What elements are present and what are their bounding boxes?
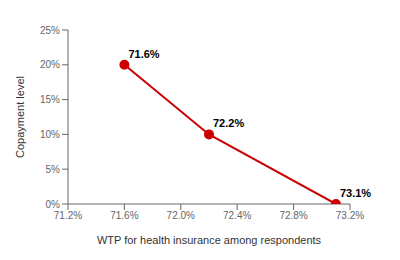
- svg-text:Copayment level: Copayment level: [14, 76, 26, 158]
- svg-text:73.1%: 73.1%: [340, 187, 371, 199]
- svg-text:72.8%: 72.8%: [279, 210, 307, 221]
- svg-text:5%: 5%: [46, 164, 61, 175]
- svg-text:10%: 10%: [40, 129, 60, 140]
- svg-text:71.6%: 71.6%: [128, 48, 159, 60]
- svg-text:71.6%: 71.6%: [110, 210, 138, 221]
- svg-text:71.2%: 71.2%: [54, 210, 82, 221]
- svg-text:72.2%: 72.2%: [213, 117, 244, 129]
- svg-text:20%: 20%: [40, 59, 60, 70]
- svg-text:72.0%: 72.0%: [167, 210, 195, 221]
- svg-text:0%: 0%: [46, 199, 61, 210]
- svg-text:73.2%: 73.2%: [336, 210, 364, 221]
- svg-text:72.4%: 72.4%: [223, 210, 251, 221]
- svg-text:WTP for health insurance among: WTP for health insurance among responden…: [97, 234, 322, 246]
- svg-text:15%: 15%: [40, 94, 60, 105]
- svg-text:25%: 25%: [40, 25, 60, 36]
